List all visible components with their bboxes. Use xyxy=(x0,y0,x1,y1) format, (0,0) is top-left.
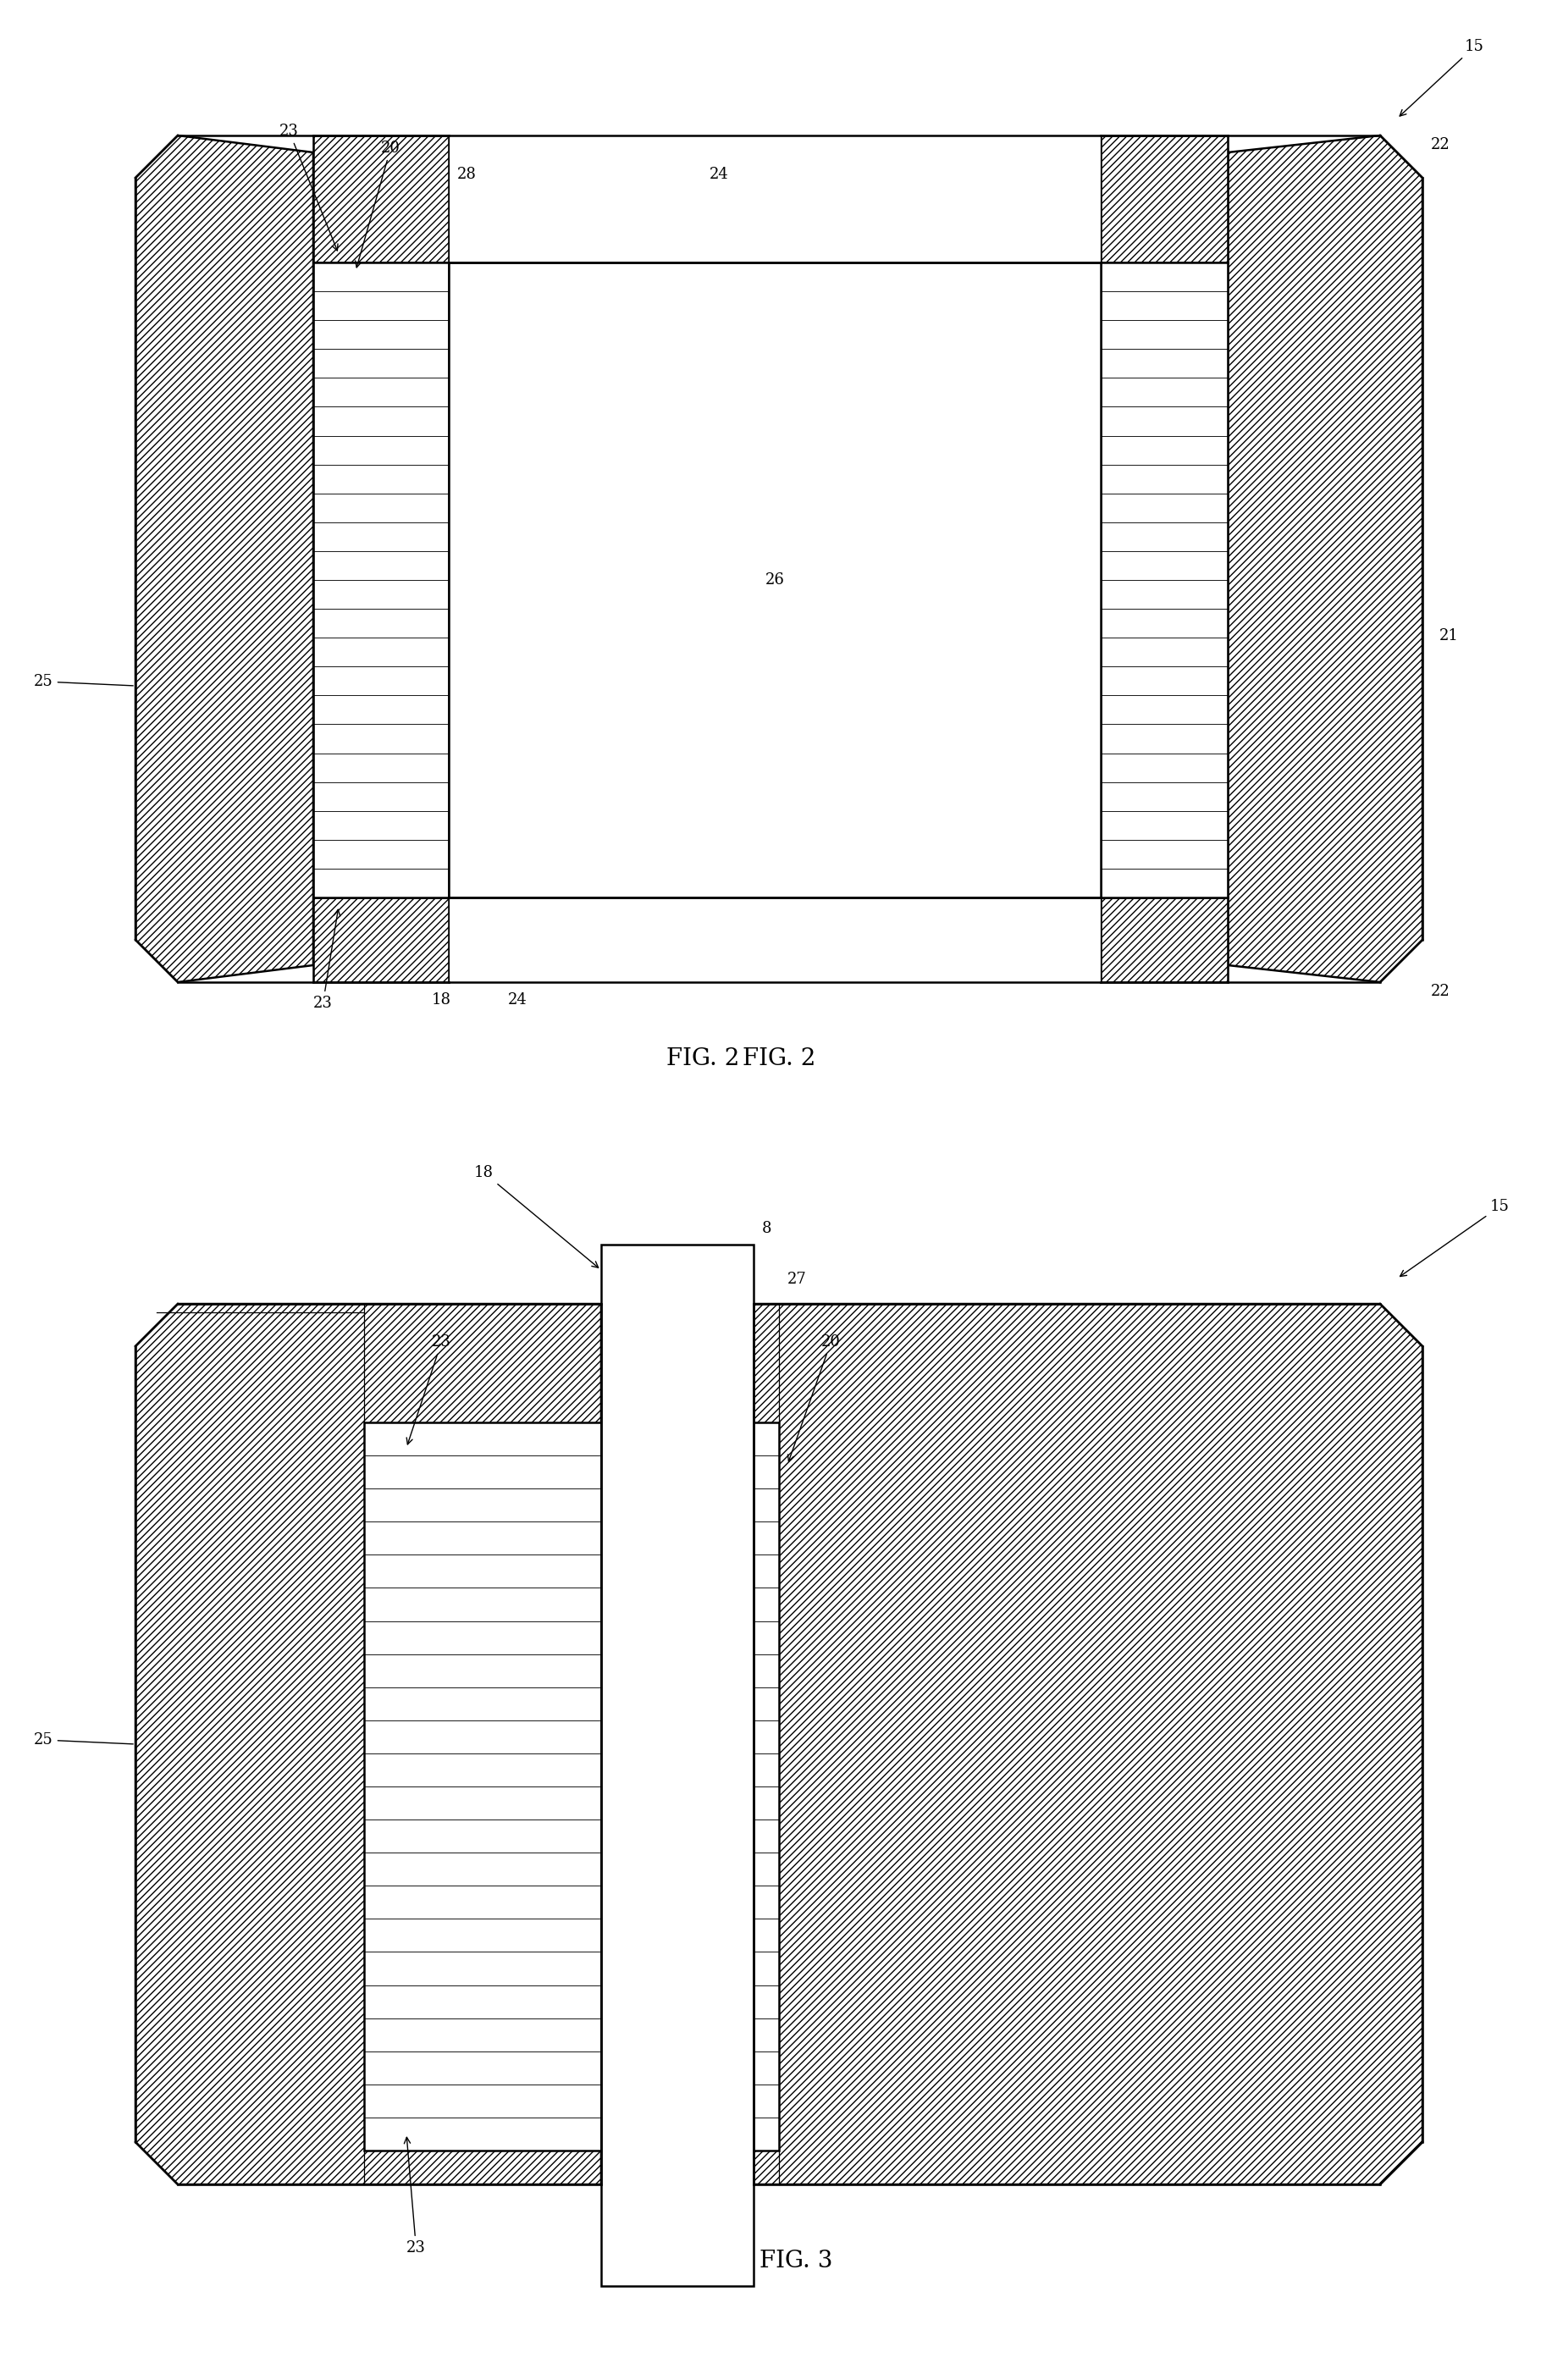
Text: 15: 15 xyxy=(1400,38,1485,117)
Polygon shape xyxy=(136,1304,602,2185)
Text: 23: 23 xyxy=(406,1335,452,1445)
Text: 24: 24 xyxy=(508,992,527,1007)
Polygon shape xyxy=(753,1304,1422,2185)
Text: 25: 25 xyxy=(34,674,133,690)
Text: 8: 8 xyxy=(763,1221,772,1235)
Polygon shape xyxy=(1100,897,1227,983)
Text: 27: 27 xyxy=(788,1271,807,1288)
Bar xyxy=(364,1423,602,2152)
Polygon shape xyxy=(313,136,449,262)
Bar xyxy=(1100,262,1227,897)
Text: 24: 24 xyxy=(710,167,728,181)
Text: FIG. 2: FIG. 2 xyxy=(666,1047,739,1069)
Polygon shape xyxy=(313,897,449,983)
Text: 18: 18 xyxy=(431,992,452,1007)
Text: 22: 22 xyxy=(1430,138,1450,152)
Text: 28: 28 xyxy=(458,167,477,181)
Text: FIG. 3: FIG. 3 xyxy=(760,2249,833,2273)
Bar xyxy=(753,1423,778,2152)
Text: 23: 23 xyxy=(313,909,341,1011)
Text: 25: 25 xyxy=(34,1733,133,1747)
Text: 23: 23 xyxy=(405,2137,425,2256)
Bar xyxy=(449,262,1100,897)
Bar xyxy=(313,262,449,897)
Bar xyxy=(602,1245,753,2287)
Text: 20: 20 xyxy=(355,140,400,267)
Polygon shape xyxy=(1227,136,1422,983)
Text: 21: 21 xyxy=(1440,628,1458,643)
Text: 26: 26 xyxy=(764,571,785,588)
Text: 15: 15 xyxy=(1400,1200,1510,1276)
Text: 22: 22 xyxy=(1430,983,1450,1000)
Text: 20: 20 xyxy=(788,1335,841,1461)
Polygon shape xyxy=(1100,136,1227,262)
Bar xyxy=(449,136,1100,262)
Text: 18: 18 xyxy=(474,1166,599,1269)
Text: 23: 23 xyxy=(280,124,338,250)
Polygon shape xyxy=(136,136,313,983)
Bar xyxy=(449,897,1100,983)
Text: FIG. 2: FIG. 2 xyxy=(742,1047,816,1069)
